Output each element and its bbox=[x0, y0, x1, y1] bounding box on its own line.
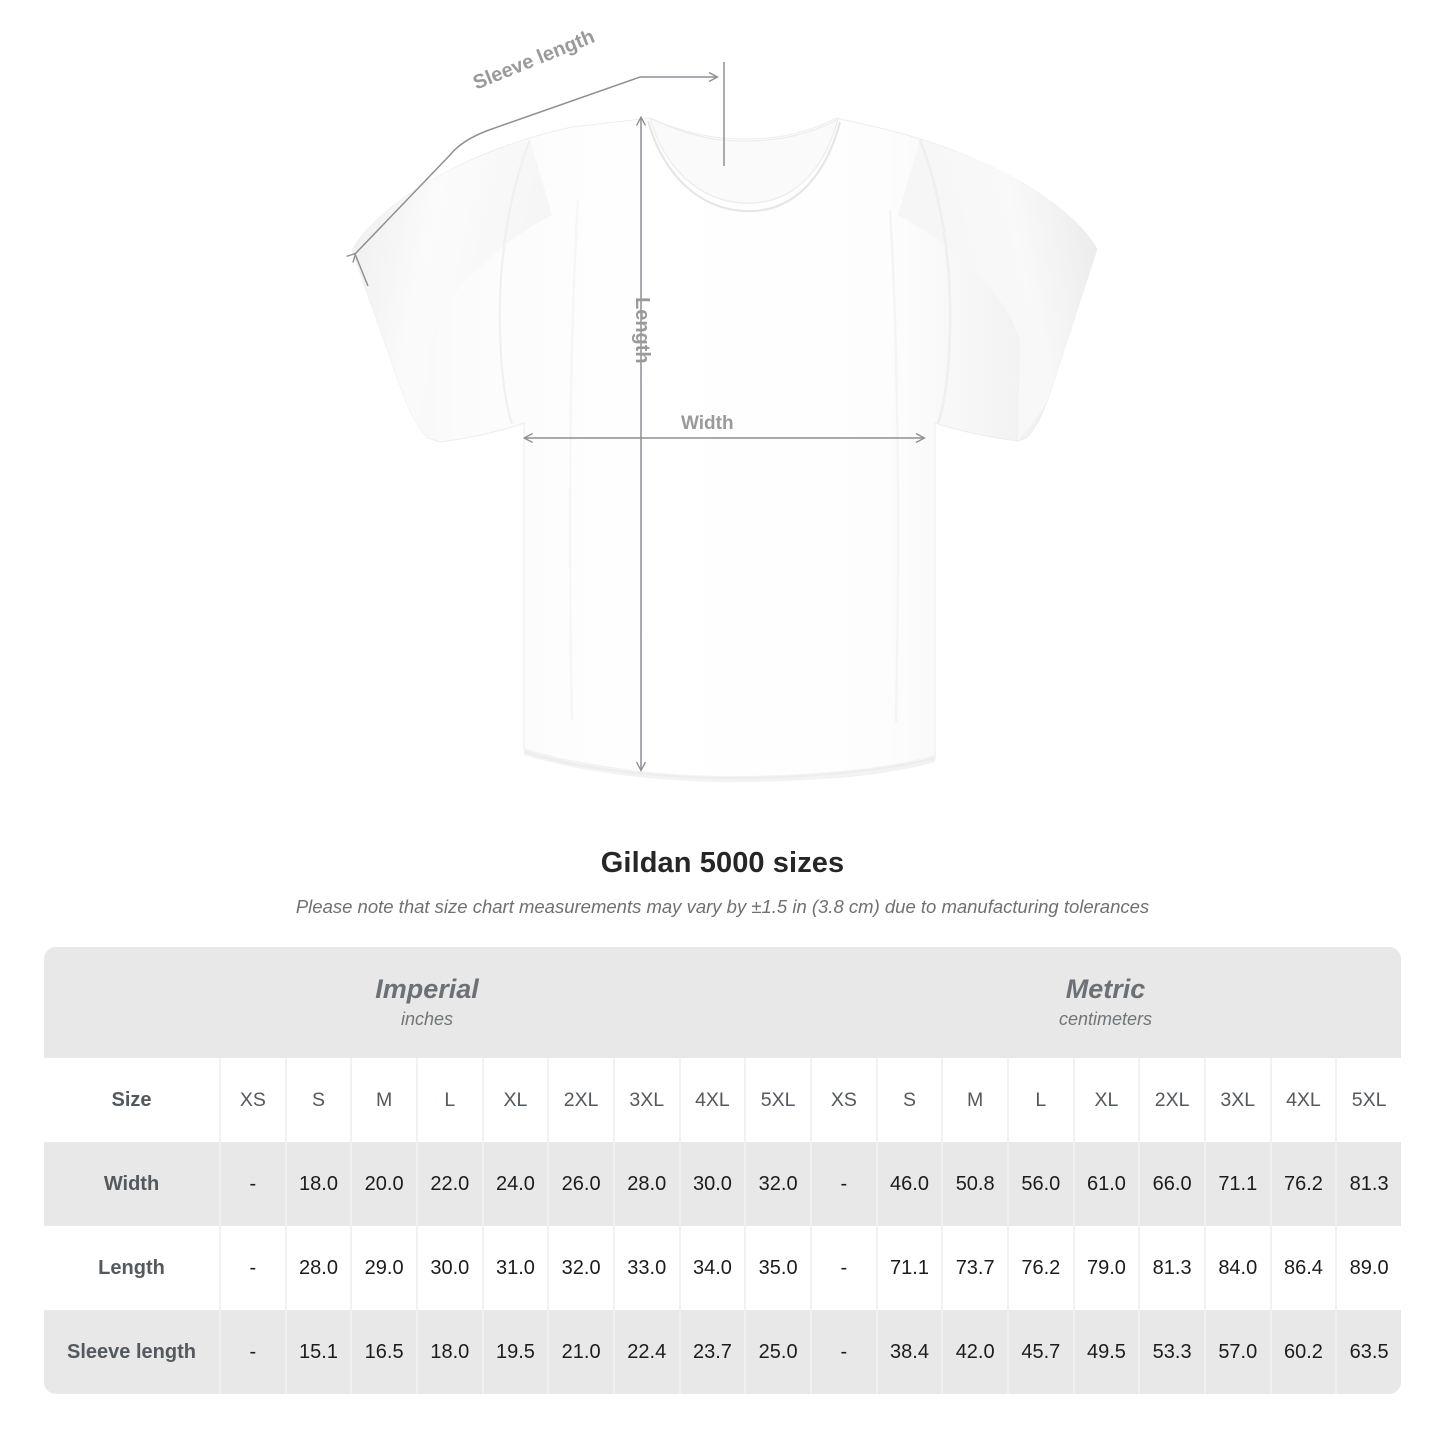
row-label-width: Width bbox=[44, 1142, 219, 1226]
size-header-imp-xs: XS bbox=[219, 1058, 285, 1142]
cell-length-imp-5xl: 35.0 bbox=[744, 1226, 811, 1310]
cell-sleeve-imp-m: 16.5 bbox=[350, 1310, 416, 1394]
tshirt-illustration bbox=[0, 62, 1098, 783]
cell-width-imp-s: 18.0 bbox=[284, 1142, 351, 1226]
cell-length-met-m: 73.7 bbox=[941, 1226, 1007, 1310]
cell-length-imp-xl: 31.0 bbox=[481, 1226, 548, 1310]
size-header-met-l: L bbox=[1006, 1058, 1073, 1142]
size-header-imp-m: M bbox=[350, 1058, 416, 1142]
cell-width-met-4xl: 76.2 bbox=[1269, 1142, 1336, 1226]
size-header-imp-3xl: 3XL bbox=[612, 1058, 679, 1142]
cell-sleeve-imp-xs: - bbox=[219, 1310, 285, 1394]
unit-name-metric: Metric bbox=[1065, 974, 1146, 1005]
unit-header-metric: Metric centimeters bbox=[810, 947, 1402, 1058]
unit-sub-imperial: inches bbox=[400, 1008, 454, 1029]
cell-sleeve-imp-l: 18.0 bbox=[415, 1310, 482, 1394]
cell-width-imp-4xl: 30.0 bbox=[678, 1142, 745, 1226]
size-chart-table: Imperial inches Metric centimeters Size … bbox=[44, 947, 1402, 1394]
size-header-imp-xl: XL bbox=[481, 1058, 548, 1142]
size-header-met-xl: XL bbox=[1072, 1058, 1139, 1142]
cell-length-imp-3xl: 33.0 bbox=[612, 1226, 679, 1310]
dimension-lines bbox=[355, 62, 924, 770]
cell-width-imp-l: 22.0 bbox=[415, 1142, 482, 1226]
cell-length-met-xl: 79.0 bbox=[1072, 1226, 1139, 1310]
cell-sleeve-met-m: 42.0 bbox=[941, 1310, 1007, 1394]
cell-length-imp-s: 28.0 bbox=[284, 1226, 351, 1310]
cell-sleeve-imp-2xl: 21.0 bbox=[547, 1310, 613, 1394]
cell-sleeve-met-s: 38.4 bbox=[875, 1310, 942, 1394]
unit-header-imperial: Imperial inches bbox=[44, 947, 811, 1058]
cell-sleeve-met-xs: - bbox=[810, 1310, 876, 1394]
cell-length-met-4xl: 86.4 bbox=[1269, 1226, 1336, 1310]
unit-header-row: Imperial inches Metric centimeters bbox=[44, 947, 1402, 1058]
page-title: Gildan 5000 sizes bbox=[600, 847, 845, 879]
cell-width-met-xl: 61.0 bbox=[1072, 1142, 1139, 1226]
cell-sleeve-met-4xl: 60.2 bbox=[1269, 1310, 1336, 1394]
cell-length-imp-2xl: 32.0 bbox=[547, 1226, 613, 1310]
cell-length-met-xs: - bbox=[810, 1226, 876, 1310]
size-header-imp-5xl: 5XL bbox=[744, 1058, 811, 1142]
cell-length-imp-l: 30.0 bbox=[415, 1226, 482, 1310]
cell-sleeve-imp-5xl: 25.0 bbox=[744, 1310, 811, 1394]
size-header-row: Size XS S M L XL 2XL 3XL 4XL 5XL XS S M … bbox=[44, 1058, 1402, 1142]
cell-sleeve-imp-3xl: 22.4 bbox=[612, 1310, 679, 1394]
size-header-met-4xl: 4XL bbox=[1269, 1058, 1336, 1142]
table-row: Sleeve length - 15.1 16.5 18.0 19.5 21.0… bbox=[44, 1310, 1402, 1394]
cell-length-imp-4xl: 34.0 bbox=[678, 1226, 745, 1310]
cell-width-imp-5xl: 32.0 bbox=[744, 1142, 811, 1226]
size-header-met-2xl: 2XL bbox=[1138, 1058, 1204, 1142]
cell-width-met-m: 50.8 bbox=[941, 1142, 1007, 1226]
size-header-met-3xl: 3XL bbox=[1203, 1058, 1270, 1142]
cell-width-imp-3xl: 28.0 bbox=[612, 1142, 679, 1226]
cell-sleeve-met-5xl: 63.5 bbox=[1335, 1310, 1402, 1394]
cell-width-met-5xl: 81.3 bbox=[1335, 1142, 1402, 1226]
row-label-sleeve-length: Sleeve length bbox=[44, 1310, 219, 1394]
row-label-length: Length bbox=[44, 1226, 219, 1310]
tshirt-measurement-diagram: Sleeve length Length Width bbox=[0, 26, 1098, 783]
cell-sleeve-imp-4xl: 23.7 bbox=[678, 1310, 745, 1394]
unit-name-imperial: Imperial bbox=[375, 974, 479, 1005]
sleeve-length-arrow bbox=[355, 71, 719, 287]
width-label: Width bbox=[681, 413, 734, 434]
cell-width-imp-m: 20.0 bbox=[350, 1142, 416, 1226]
cell-sleeve-imp-xl: 19.5 bbox=[481, 1310, 548, 1394]
cell-width-met-2xl: 66.0 bbox=[1138, 1142, 1204, 1226]
cell-width-imp-xl: 24.0 bbox=[481, 1142, 548, 1226]
size-header-met-xs: XS bbox=[810, 1058, 876, 1142]
cell-length-imp-m: 29.0 bbox=[350, 1226, 416, 1310]
size-header-imp-l: L bbox=[415, 1058, 482, 1142]
size-header-met-s: S bbox=[875, 1058, 942, 1142]
unit-sub-metric: centimeters bbox=[1058, 1008, 1153, 1029]
cell-sleeve-met-l: 45.7 bbox=[1006, 1310, 1073, 1394]
cell-width-met-s: 46.0 bbox=[875, 1142, 942, 1226]
tshirt-body-shape bbox=[351, 116, 1098, 783]
cell-width-met-3xl: 71.1 bbox=[1203, 1142, 1270, 1226]
size-header-met-5xl: 5XL bbox=[1335, 1058, 1402, 1142]
size-header-imp-2xl: 2XL bbox=[547, 1058, 613, 1142]
cell-sleeve-imp-s: 15.1 bbox=[284, 1310, 351, 1394]
size-header-imp-s: S bbox=[284, 1058, 351, 1142]
cell-length-met-2xl: 81.3 bbox=[1138, 1226, 1204, 1310]
size-column-label: Size bbox=[44, 1058, 219, 1142]
cell-width-met-l: 56.0 bbox=[1006, 1142, 1073, 1226]
cell-width-imp-xs: - bbox=[219, 1142, 285, 1226]
cell-length-met-l: 76.2 bbox=[1006, 1226, 1073, 1310]
cell-length-met-5xl: 89.0 bbox=[1335, 1226, 1402, 1310]
cell-sleeve-met-xl: 49.5 bbox=[1072, 1310, 1139, 1394]
cell-sleeve-met-2xl: 53.3 bbox=[1138, 1310, 1204, 1394]
table-row: Width - 18.0 20.0 22.0 24.0 26.0 28.0 30… bbox=[44, 1142, 1402, 1226]
table-row: Length - 28.0 29.0 30.0 31.0 32.0 33.0 3… bbox=[44, 1226, 1402, 1310]
size-header-met-m: M bbox=[941, 1058, 1007, 1142]
length-label: Length bbox=[631, 297, 653, 364]
cell-length-met-3xl: 84.0 bbox=[1203, 1226, 1270, 1310]
cell-sleeve-met-3xl: 57.0 bbox=[1203, 1310, 1270, 1394]
cell-width-imp-2xl: 26.0 bbox=[547, 1142, 613, 1226]
cell-length-met-s: 71.1 bbox=[875, 1226, 942, 1310]
tolerance-note: Please note that size chart measurements… bbox=[295, 896, 1150, 917]
cell-width-met-xs: - bbox=[810, 1142, 876, 1226]
cell-length-imp-xs: - bbox=[219, 1226, 285, 1310]
size-header-imp-4xl: 4XL bbox=[678, 1058, 745, 1142]
